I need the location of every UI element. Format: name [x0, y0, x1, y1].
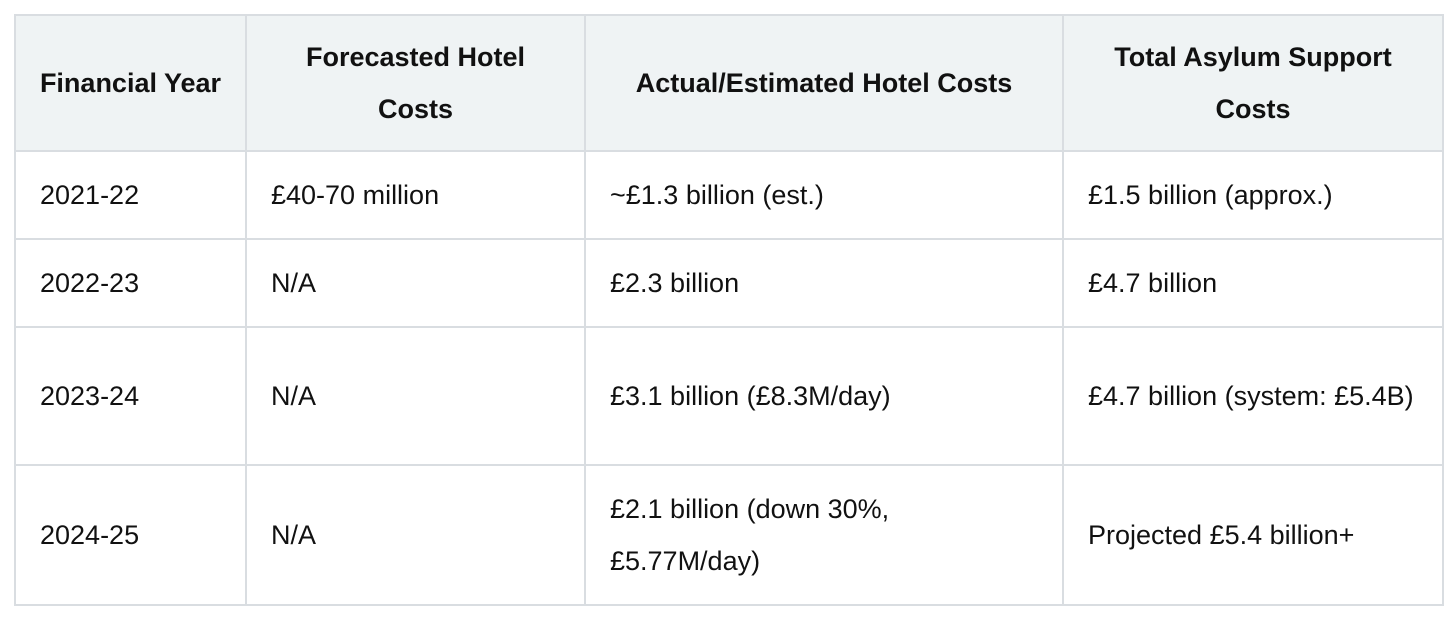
cell-actual-hotel-costs: £2.3 billion: [584, 238, 1064, 328]
cell-actual-hotel-costs: ~£1.3 billion (est.): [584, 150, 1064, 240]
table-row: 2024-25 N/A £2.1 billion (down 30%, £5.7…: [14, 464, 1444, 606]
header-forecasted-hotel-costs: Forecasted Hotel Costs: [245, 14, 586, 152]
cell-actual-hotel-costs: £3.1 billion (£8.3M/day): [584, 326, 1064, 466]
cell-financial-year: 2021-22: [14, 150, 247, 240]
table-row: 2022-23 N/A £2.3 billion £4.7 billion: [14, 238, 1444, 328]
header-actual-estimated-hotel-costs: Actual/Estimated Hotel Costs: [584, 14, 1064, 152]
asylum-costs-table: Financial Year Forecasted Hotel Costs Ac…: [14, 14, 1444, 606]
table-row: 2023-24 N/A £3.1 billion (£8.3M/day) £4.…: [14, 326, 1444, 466]
cell-forecasted-hotel-costs: N/A: [245, 326, 586, 466]
cost-table-container: Financial Year Forecasted Hotel Costs Ac…: [14, 14, 1444, 606]
header-row: Financial Year Forecasted Hotel Costs Ac…: [14, 14, 1444, 152]
cell-financial-year: 2023-24: [14, 326, 247, 466]
cell-actual-hotel-costs: £2.1 billion (down 30%, £5.77M/day): [584, 464, 1064, 606]
cell-total-support-costs: £4.7 billion: [1062, 238, 1444, 328]
cell-forecasted-hotel-costs: N/A: [245, 464, 586, 606]
table-body: 2021-22 £40-70 million ~£1.3 billion (es…: [14, 150, 1444, 606]
cell-financial-year: 2024-25: [14, 464, 247, 606]
cell-total-support-costs: £1.5 billion (approx.): [1062, 150, 1444, 240]
header-total-asylum-support-costs: Total Asylum Support Costs: [1062, 14, 1444, 152]
cell-total-support-costs: Projected £5.4 billion+: [1062, 464, 1444, 606]
cell-forecasted-hotel-costs: £40-70 million: [245, 150, 586, 240]
cell-forecasted-hotel-costs: N/A: [245, 238, 586, 328]
header-financial-year: Financial Year: [14, 14, 247, 152]
table-header: Financial Year Forecasted Hotel Costs Ac…: [14, 14, 1444, 152]
cell-total-support-costs: £4.7 billion (system: £5.4B): [1062, 326, 1444, 466]
table-row: 2021-22 £40-70 million ~£1.3 billion (es…: [14, 150, 1444, 240]
cell-financial-year: 2022-23: [14, 238, 247, 328]
